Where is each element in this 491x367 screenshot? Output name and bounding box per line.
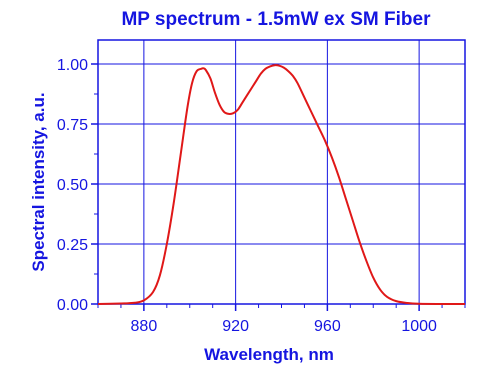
x-tick-label: 1000 [401, 318, 437, 335]
y-tick-label: 1.00 [57, 57, 88, 74]
y-tick-label: 0.00 [57, 297, 88, 314]
x-tick-label: 880 [131, 318, 158, 335]
y-tick-label: 0.75 [57, 117, 88, 134]
grid-lines [98, 40, 465, 304]
plot-frame [97, 39, 466, 305]
chart-title: MP spectrum - 1.5mW ex SM Fiber [121, 9, 431, 30]
spectrum-line [97, 64, 466, 306]
x-tick-labels: 880 920 960 1000 [131, 318, 438, 335]
axis-ticks [91, 63, 466, 311]
x-tick-label: 960 [314, 318, 341, 335]
y-tick-labels: 0.00 0.25 0.50 0.75 1.00 [57, 57, 88, 314]
x-tick-label: 920 [222, 318, 249, 335]
y-tick-label: 0.25 [57, 237, 88, 254]
x-axis-label: Wavelength, nm [204, 345, 334, 364]
y-tick-label: 0.50 [57, 177, 88, 194]
y-axis-label: Spectral intensity, a.u. [29, 92, 48, 271]
